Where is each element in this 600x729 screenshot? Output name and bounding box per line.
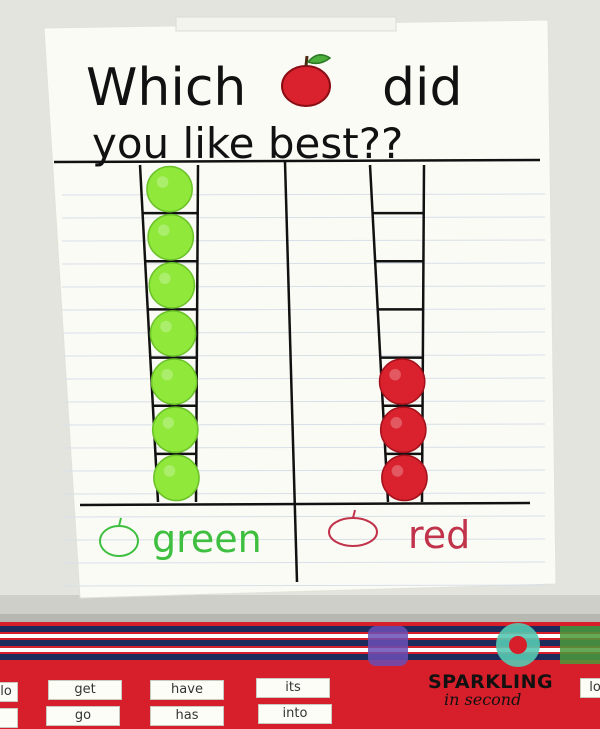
red-apple-sticker xyxy=(379,406,427,454)
green-apple-sticker xyxy=(153,454,200,502)
title-apple-icon xyxy=(281,54,332,107)
word-card: lo xyxy=(0,682,18,702)
green-apple-sticker xyxy=(148,261,196,309)
chart-title-line2: you like best?? xyxy=(92,119,403,168)
category-label-red: red xyxy=(408,513,470,557)
ladder-rail xyxy=(138,164,160,503)
whiteboard-tray xyxy=(0,595,600,617)
ladder-rail xyxy=(368,164,390,503)
chart-title-line1-end: did xyxy=(382,58,462,118)
word-card xyxy=(0,708,18,728)
green-apple-sticker xyxy=(147,213,195,261)
glitter-letter xyxy=(368,626,408,666)
category-label-green: green xyxy=(152,517,262,561)
sparkling-in-second-watermark: SPARKLING in second xyxy=(428,672,598,708)
green-apple-sticker xyxy=(151,406,199,454)
red-apple-sticker xyxy=(378,358,426,406)
tally-ladders xyxy=(138,164,426,503)
word-card-has: has xyxy=(150,706,224,726)
red-apple-outline-icon xyxy=(328,509,378,547)
word-card-get: get xyxy=(48,680,122,700)
watermark-line1: SPARKLING xyxy=(428,671,554,693)
green-apple-sticker xyxy=(146,165,193,213)
word-card-lo: lo xyxy=(580,678,600,698)
word-card-into: into xyxy=(258,704,332,724)
watermark-line2: in second xyxy=(444,690,522,709)
chart-title-line1-start: Which xyxy=(86,58,246,118)
green-apple-sticker xyxy=(150,358,198,406)
red-apple-sticker xyxy=(381,454,428,502)
word-card-have: have xyxy=(150,680,224,700)
ladder-rail xyxy=(420,164,426,503)
word-card-its: its xyxy=(256,678,330,698)
green-apple-outline-icon xyxy=(99,517,139,557)
apple-stickers xyxy=(146,165,428,502)
ladder-rail xyxy=(194,164,200,503)
green-apple-sticker xyxy=(149,310,197,357)
word-card-go: go xyxy=(46,706,120,726)
